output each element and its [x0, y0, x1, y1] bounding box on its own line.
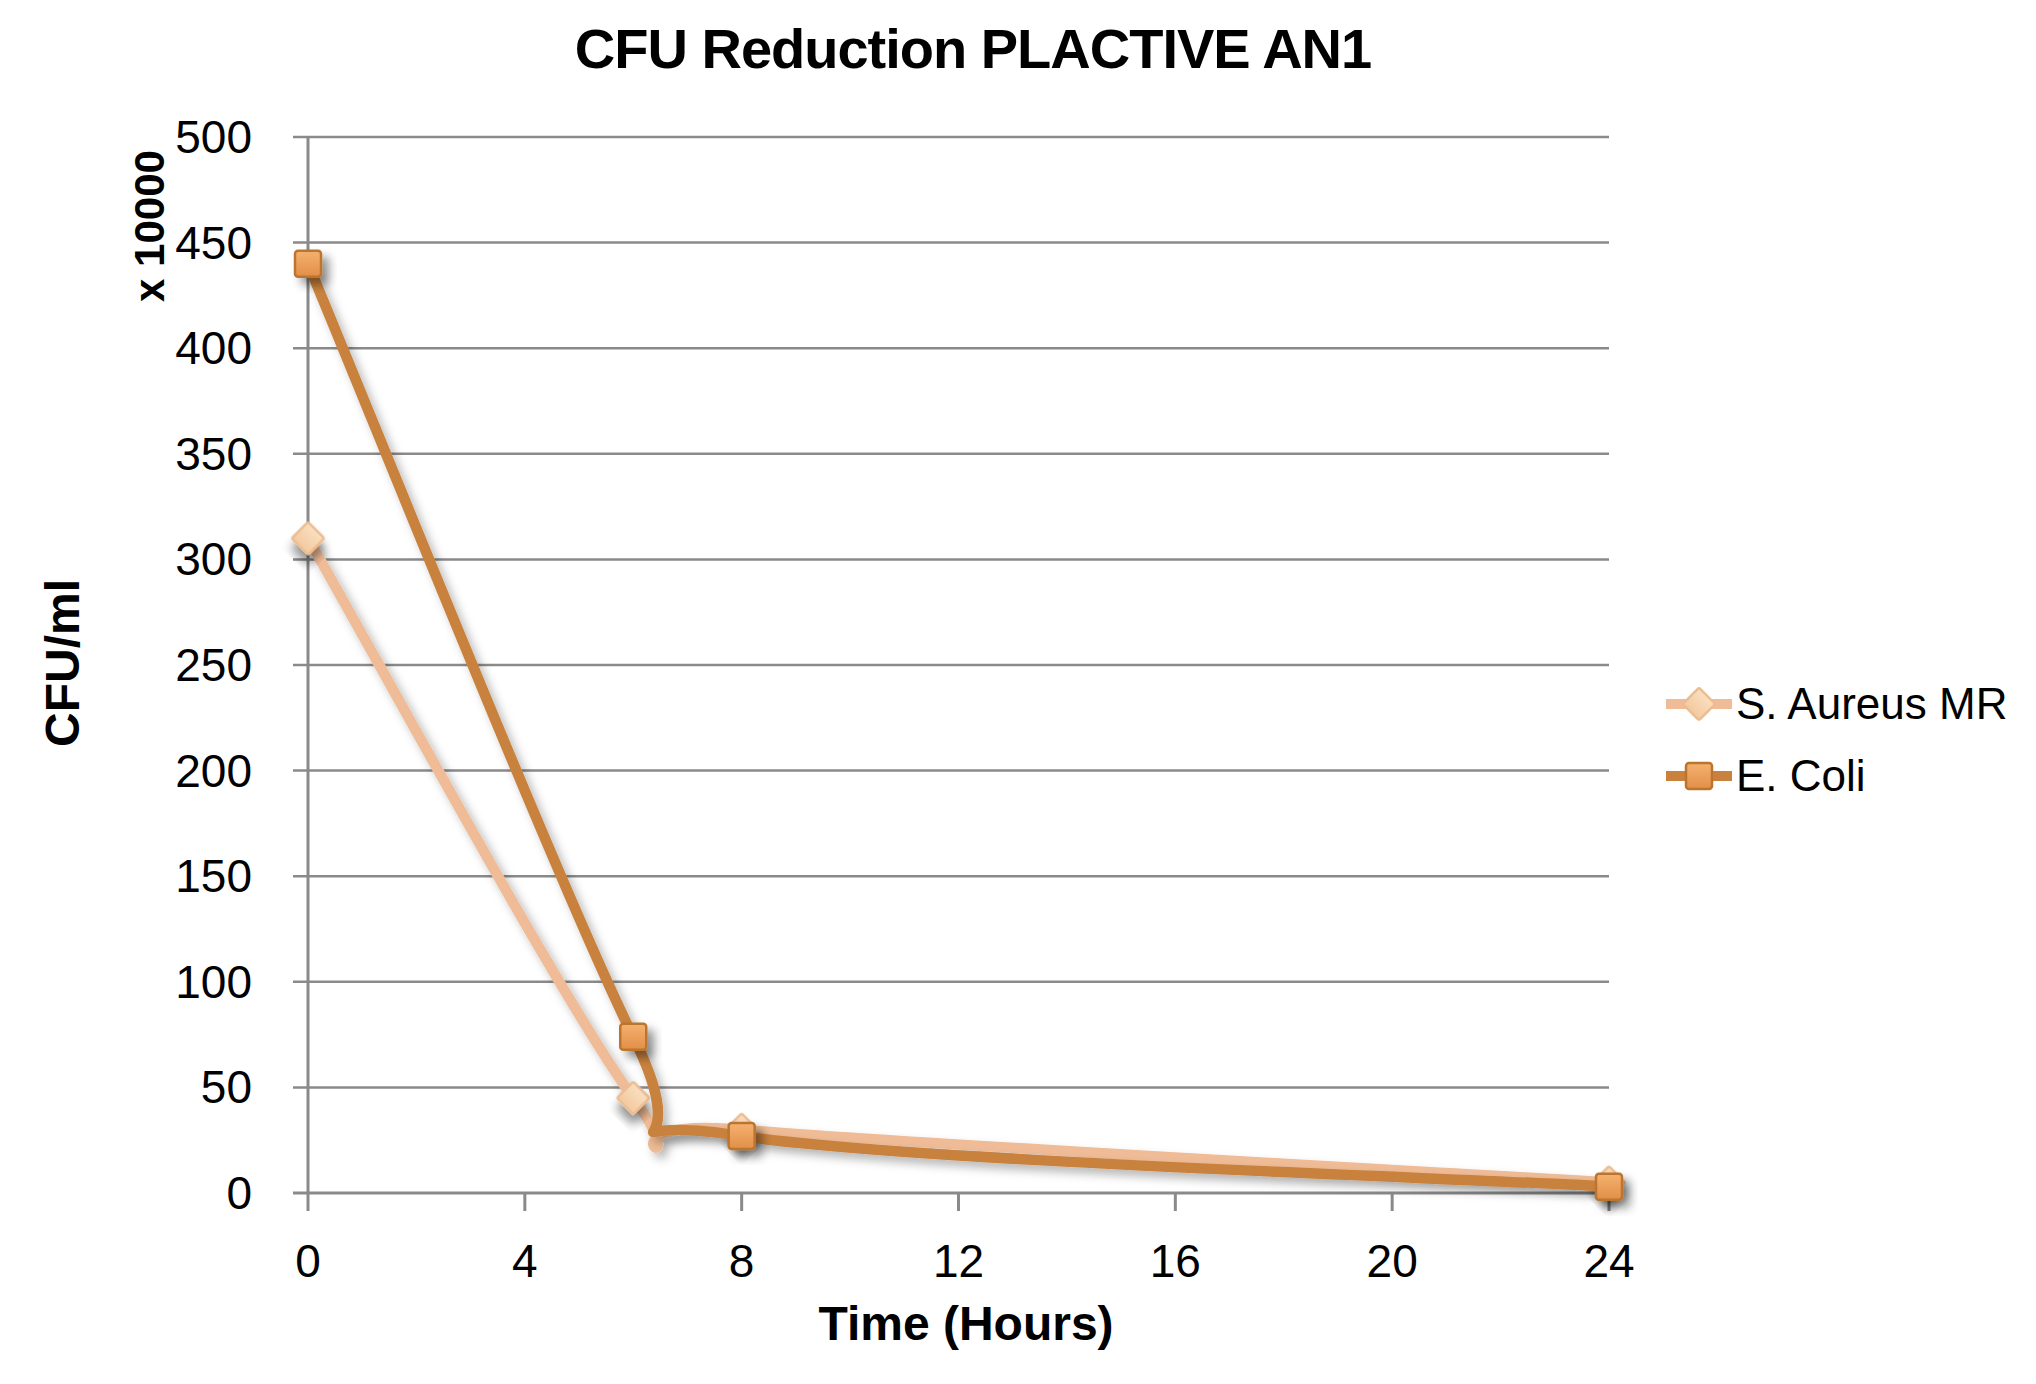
x-axis-title: Time (Hours): [0, 1296, 1932, 1351]
x-tick-label: 24: [1583, 1235, 1634, 1287]
y-tick-label: 0: [226, 1167, 252, 1219]
square-marker-icon: [1666, 752, 1732, 800]
data-point-e-coli: [1596, 1174, 1622, 1200]
legend-diamond-icon: [1683, 688, 1716, 721]
series-line-e-coli: [308, 264, 1609, 1187]
legend-label: S. Aureus MR: [1736, 679, 2007, 729]
y-tick-label: 350: [175, 428, 252, 480]
legend-label: E. Coli: [1736, 751, 1866, 801]
y-tick-label: 250: [175, 639, 252, 691]
legend-square-icon: [1686, 763, 1712, 789]
chart-title: CFU Reduction PLACTIVE AN1: [0, 16, 1946, 81]
y-tick-label: 50: [201, 1061, 252, 1113]
y-axis-unit-label: x 10000: [126, 150, 174, 302]
y-tick-label: 450: [175, 217, 252, 269]
data-point-e-coli: [729, 1123, 755, 1149]
y-tick-label: 300: [175, 533, 252, 585]
x-tick-label: 8: [729, 1235, 755, 1287]
y-tick-label: 100: [175, 956, 252, 1008]
y-tick-label: 150: [175, 850, 252, 902]
x-tick-label: 16: [1150, 1235, 1201, 1287]
legend-item-e-coli: E. Coli: [1666, 746, 2007, 806]
y-tick-label: 200: [175, 745, 252, 797]
y-tick-label: 500: [175, 111, 252, 163]
series-line-s-aureus-mr: [308, 538, 1609, 1182]
legend: S. Aureus MR E. Coli: [1666, 674, 2007, 806]
x-tick-label: 4: [512, 1235, 538, 1287]
data-point-e-coli: [620, 1024, 646, 1050]
x-tick-label: 0: [295, 1235, 321, 1287]
chart-canvas: 0 50 100 150 200 250 300 350 400 450 500 0 4 8 12 16 20 2…: [0, 0, 2036, 1384]
legend-item-s-aureus-mr: S. Aureus MR: [1666, 674, 2007, 734]
data-point-e-coli: [295, 251, 321, 277]
y-tick-label: 400: [175, 322, 252, 374]
x-tick-label: 12: [933, 1235, 984, 1287]
x-tick-label: 20: [1367, 1235, 1418, 1287]
diamond-marker-icon: [1666, 680, 1732, 728]
y-axis-title: CFU/ml: [35, 579, 90, 747]
